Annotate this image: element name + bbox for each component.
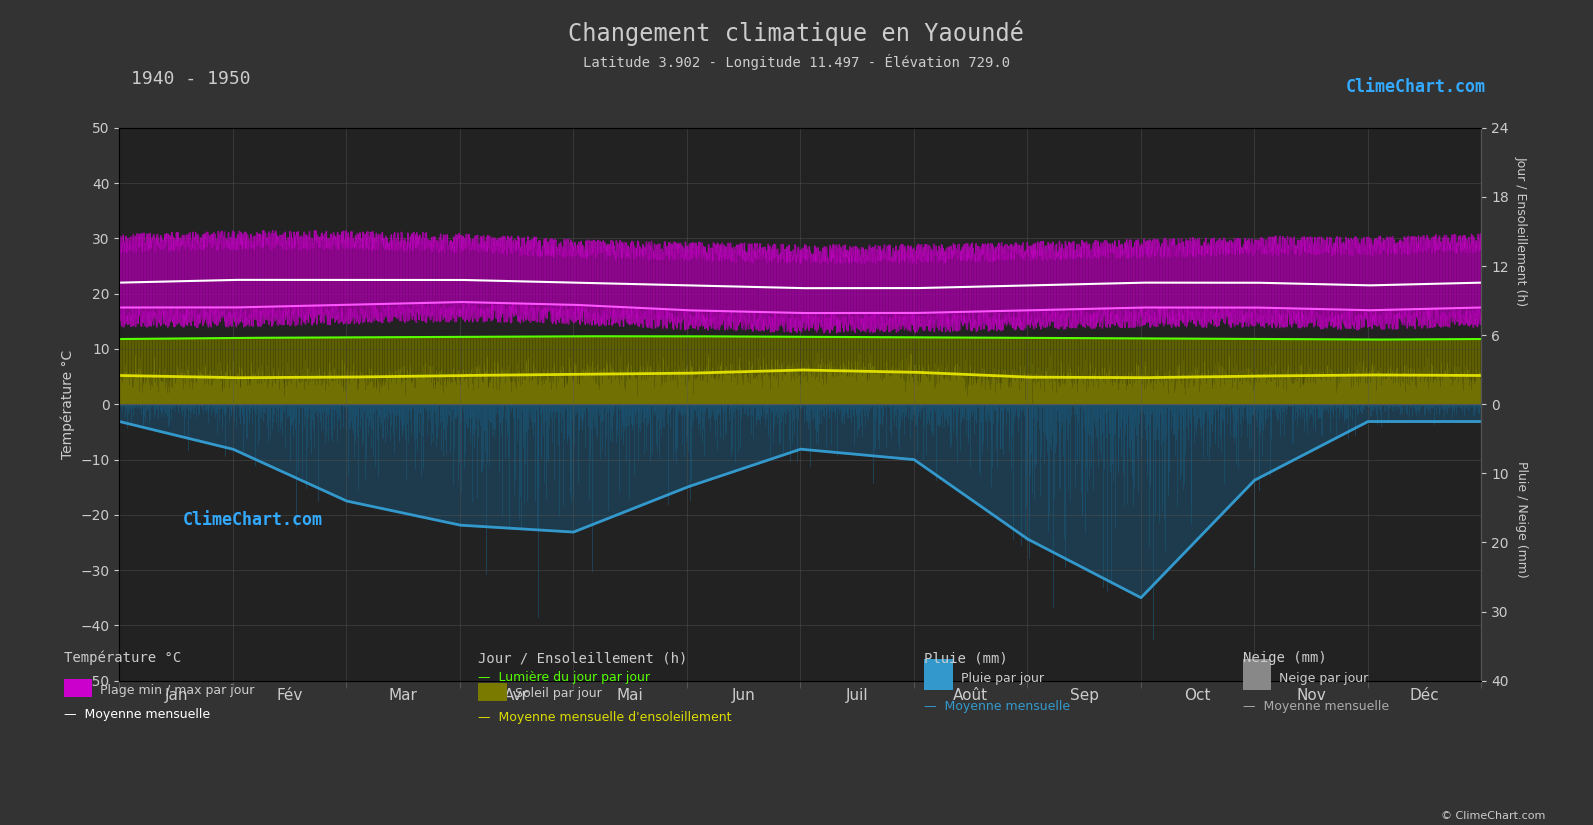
Text: Jour / Ensoleillement (h): Jour / Ensoleillement (h)	[478, 651, 687, 665]
Text: —  Moyenne mensuelle: — Moyenne mensuelle	[924, 700, 1070, 714]
Text: ClimeChart.com: ClimeChart.com	[183, 511, 323, 529]
Text: Soleil par jour: Soleil par jour	[515, 687, 601, 700]
Y-axis label: Température °C: Température °C	[61, 350, 75, 459]
Text: © ClimeChart.com: © ClimeChart.com	[1440, 811, 1545, 821]
Text: —  Lumière du jour par jour: — Lumière du jour par jour	[478, 671, 650, 684]
Text: Plage min / max par jour: Plage min / max par jour	[100, 684, 255, 696]
Text: 1940 - 1950: 1940 - 1950	[131, 70, 250, 88]
Text: —  Moyenne mensuelle d'ensoleillement: — Moyenne mensuelle d'ensoleillement	[478, 711, 731, 724]
Text: Changement climatique en Yaoundé: Changement climatique en Yaoundé	[569, 21, 1024, 46]
Text: Jour / Ensoleillement (h): Jour / Ensoleillement (h)	[1515, 156, 1528, 306]
Text: ClimeChart.com: ClimeChart.com	[1346, 78, 1486, 96]
Text: —  Moyenne mensuelle: — Moyenne mensuelle	[1243, 700, 1389, 714]
Text: Pluie (mm): Pluie (mm)	[924, 651, 1008, 665]
Text: Pluie par jour: Pluie par jour	[961, 672, 1043, 686]
Text: —  Moyenne mensuelle: — Moyenne mensuelle	[64, 708, 210, 721]
Text: Pluie / Neige (mm): Pluie / Neige (mm)	[1515, 461, 1528, 578]
Text: Latitude 3.902 - Longitude 11.497 - Élévation 729.0: Latitude 3.902 - Longitude 11.497 - Élév…	[583, 54, 1010, 69]
Text: Neige par jour: Neige par jour	[1279, 672, 1368, 686]
Text: Température °C: Température °C	[64, 651, 182, 665]
Text: Neige (mm): Neige (mm)	[1243, 651, 1327, 665]
